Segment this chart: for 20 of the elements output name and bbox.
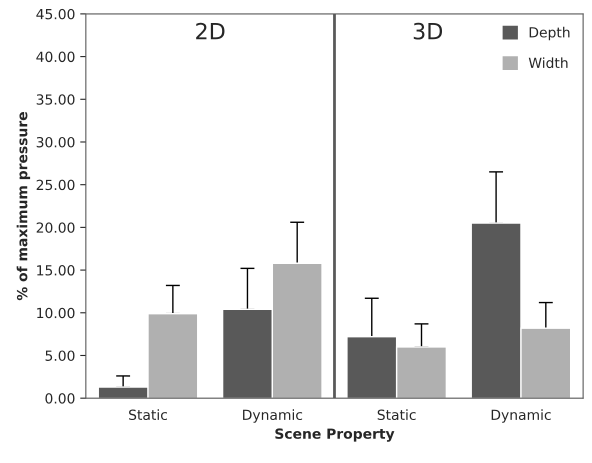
x-tick-label: Static bbox=[129, 409, 167, 420]
y-tick-label: 15.00 bbox=[37, 265, 74, 276]
y-tick-label: 5.00 bbox=[46, 350, 74, 361]
y-tick-label: 0.00 bbox=[45, 393, 74, 404]
y-axis-title: % of maximum pressure bbox=[16, 112, 30, 300]
y-tick-label: 25.00 bbox=[36, 180, 74, 190]
annotation: 2D bbox=[196, 22, 224, 40]
annotation: 3D bbox=[414, 22, 442, 40]
y-tick-label: 20.00 bbox=[36, 222, 74, 233]
y-tick-label: 10.00 bbox=[37, 308, 74, 318]
y-tick-label: 45.00 bbox=[36, 8, 74, 20]
y-tick-label: 30.00 bbox=[36, 136, 74, 148]
x-tick-label: Dynamic bbox=[492, 409, 551, 423]
x-tick-label: Dynamic bbox=[243, 409, 302, 423]
legend-label: Width bbox=[528, 57, 568, 68]
legend-label: Depth bbox=[530, 26, 570, 40]
y-tick-label: 40.00 bbox=[36, 52, 74, 62]
x-axis-title: Scene Property bbox=[275, 428, 394, 442]
x-tick-label: Static bbox=[378, 409, 416, 420]
y-tick-label: 35.00 bbox=[36, 94, 74, 105]
